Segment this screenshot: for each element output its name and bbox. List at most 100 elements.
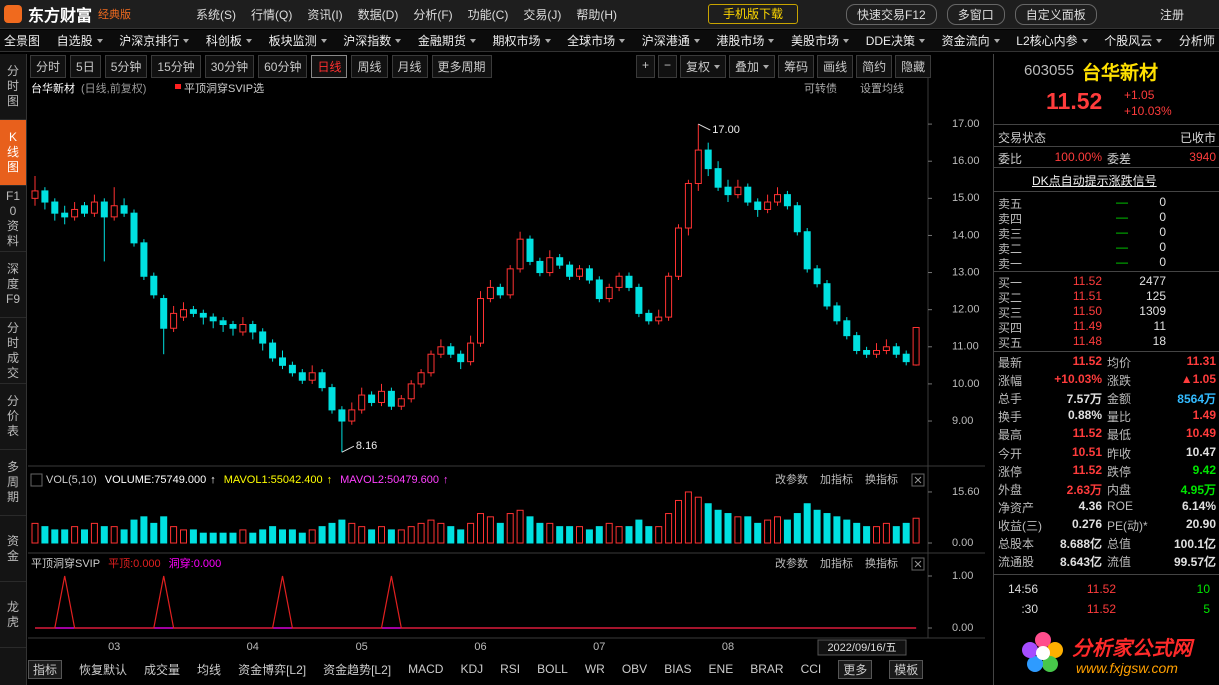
side-tab[interactable]: F10资料 (0, 186, 26, 252)
nav-item[interactable]: 资金流向 (942, 32, 1000, 49)
candle-body (734, 186, 742, 196)
y-tick-label: 10.00 (952, 378, 980, 390)
indicator-tab[interactable]: WR (584, 662, 605, 676)
indicator-tab[interactable]: CCI (800, 662, 822, 676)
volume-bar (823, 513, 831, 544)
nav-item[interactable]: 港股市场 (716, 32, 774, 49)
nav-item[interactable]: 全球市场 (567, 32, 625, 49)
menu-item[interactable]: 功能(C) (467, 8, 509, 22)
stat-label: 涨幅 (998, 374, 1023, 389)
period-tab[interactable]: 周线 (351, 55, 388, 78)
volume-bar (417, 522, 425, 544)
stat-label: 收益(三) (998, 518, 1042, 533)
book-level: 卖一 (998, 257, 1023, 271)
stat-value: 10.51 (1071, 444, 1102, 459)
indicator-tab[interactable]: MACD (408, 662, 444, 676)
nav-item[interactable]: 金融期货 (418, 32, 476, 49)
period-tab[interactable]: 5日 (70, 55, 101, 78)
menu-item[interactable]: 交易(J) (523, 8, 562, 22)
tool-button[interactable]: − (658, 55, 678, 78)
indicator-tab[interactable]: ENE (708, 662, 734, 676)
candle-body (863, 350, 871, 355)
nav-item[interactable]: 沪深京排行 (119, 32, 189, 49)
menu-item[interactable]: 数据(D) (357, 8, 399, 22)
indicator-tab[interactable]: 模板 (889, 659, 924, 679)
tool-button[interactable]: 复权 (680, 55, 727, 78)
volume-bar (61, 529, 69, 544)
nav-item[interactable]: 分析师 (1178, 34, 1215, 48)
stat-value: 9.42 (1192, 462, 1216, 477)
tool-button[interactable]: 筹码 (778, 55, 815, 78)
indicator-tab[interactable]: 资金趋势[L2] (323, 662, 392, 677)
nav-item[interactable]: 沪深港通 (642, 32, 700, 49)
nav-item[interactable]: DDE决策 (866, 32, 925, 49)
indicator-tab[interactable]: OBV (621, 662, 648, 676)
side-tab[interactable]: 分价表 (0, 384, 26, 450)
period-tab[interactable]: 30分钟 (204, 55, 255, 78)
tool-button[interactable]: 简约 (856, 55, 893, 78)
candle-body (100, 201, 108, 218)
side-tab[interactable]: 深度F9 (0, 252, 26, 318)
nav-item[interactable]: 个股风云 (1104, 32, 1162, 49)
indicator-tab[interactable]: 指标 (28, 659, 63, 679)
period-tab[interactable]: 分时 (30, 55, 67, 78)
indicator-tab[interactable]: RSI (500, 662, 521, 676)
menu-item[interactable]: 资讯(I) (307, 8, 343, 22)
volume-bar (338, 519, 346, 544)
top-button[interactable]: 多窗口 (946, 4, 1005, 25)
menu-item[interactable]: 分析(F) (413, 8, 453, 22)
menu-item[interactable]: 帮助(H) (576, 8, 617, 22)
nav-item[interactable]: 期权市场 (492, 32, 550, 49)
period-tab[interactable]: 15分钟 (151, 55, 201, 78)
nav-item[interactable]: 美股市场 (791, 32, 849, 49)
tool-button[interactable]: 画线 (817, 55, 854, 78)
volume-bar (81, 529, 88, 544)
volume-bar (407, 526, 415, 544)
nav-item[interactable]: 全景图 (4, 34, 41, 48)
side-tab[interactable]: 多周期 (0, 450, 26, 516)
period-tab[interactable]: 日线 (311, 55, 348, 78)
y-tick-label: 15.00 (952, 192, 980, 204)
side-tab[interactable]: 资金 (0, 516, 26, 582)
indicator-tab[interactable]: 均线 (197, 662, 222, 677)
menu-item[interactable]: 系统(S) (196, 8, 236, 22)
tool-button[interactable]: 隐藏 (895, 55, 932, 78)
side-tab[interactable]: 分时图 (0, 54, 26, 120)
period-tab[interactable]: 60分钟 (258, 55, 308, 78)
candle-body (526, 238, 534, 262)
nav-item[interactable]: 自选股 (57, 32, 103, 49)
side-tab[interactable]: 龙虎 (0, 582, 26, 648)
side-tab[interactable]: K线图 (0, 120, 26, 186)
mobile-download[interactable]: 手机版下载 (708, 4, 798, 24)
nav-item[interactable]: 板块监测 (269, 32, 327, 49)
nav-item[interactable]: L2核心内参 (1016, 32, 1087, 49)
indicator-tab[interactable]: 资金博弈[L2] (238, 662, 307, 677)
book-level: 买四 (998, 321, 1023, 335)
register[interactable]: 注册 (1160, 8, 1185, 22)
volume-bar (714, 509, 722, 544)
tool-button[interactable]: + (636, 55, 656, 78)
period-tab[interactable]: 月线 (391, 55, 428, 78)
candle-body (595, 279, 603, 300)
menu-item[interactable]: 行情(Q) (251, 8, 293, 22)
pane-header: VOL(5,10) VOLUME:75749.000 ↑ MAVOL1:55042.4… (46, 474, 449, 486)
indicator-tab[interactable]: KDJ (460, 662, 484, 676)
indicator-tab[interactable]: BIAS (664, 662, 692, 676)
indicator-tab[interactable]: 更多 (838, 659, 873, 679)
period-tab[interactable]: 更多周期 (431, 55, 492, 78)
nav-item[interactable]: 科创板 (206, 32, 252, 49)
indicator-tab[interactable]: BOLL (537, 662, 568, 676)
side-tab[interactable]: 分时成交 (0, 318, 26, 384)
indicator-tab[interactable]: 成交量 (144, 662, 181, 677)
nav-item[interactable]: 沪深指数 (343, 32, 401, 49)
top-button[interactable]: 快速交易F12 (846, 4, 937, 25)
period-tab[interactable]: 5分钟 (104, 55, 148, 78)
candle-body (902, 353, 910, 363)
tool-button[interactable]: 叠加 (729, 55, 776, 78)
indicator-tab[interactable]: BRAR (750, 662, 784, 676)
indicator-tab[interactable]: 恢复默认 (79, 662, 128, 677)
x-tick-label: 05 (356, 641, 368, 653)
book-price: — (1116, 225, 1128, 239)
top-button[interactable]: 自定义面板 (1014, 4, 1097, 25)
